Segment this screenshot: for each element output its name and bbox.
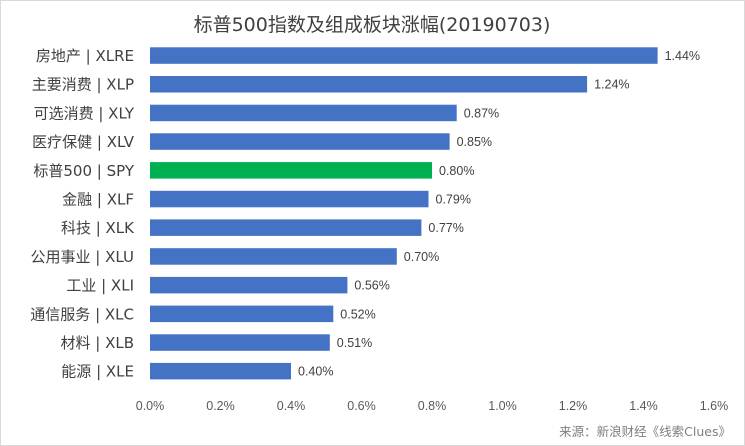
value-label: 0.87% [464,106,499,120]
x-tick-label: 0.8% [418,399,447,413]
bar [150,362,291,380]
x-tick-label: 0.4% [277,399,306,413]
bar [150,104,457,122]
x-tick-label: 0.0% [136,399,165,413]
value-label: 0.80% [439,164,474,178]
bar [150,334,330,351]
x-tick-label: 1.0% [488,399,517,413]
chart-title: 标普500指数及组成板块涨幅(20190703) [194,14,551,36]
value-labels: 1.44% 1.24% 0.87% 0.85% 0.80% 0.79% 0.77% 0.70%… [298,49,700,379]
category-label: 主要消费 | XLP [32,76,134,94]
category-label: 公用事业 | XLU [31,248,134,266]
value-label: 1.24% [594,78,629,92]
bar [150,47,658,64]
value-label: 0.70% [404,250,439,264]
x-tick-label: 1.4% [629,399,658,413]
value-label: 0.79% [436,193,471,207]
value-label: 0.85% [457,135,492,149]
category-label: 科技 | XLK [61,219,135,237]
bar [150,248,397,265]
value-label: 0.51% [337,336,372,350]
x-tick-label: 0.2% [206,399,235,413]
category-label: 标普500 | SPY [33,162,134,180]
x-tick-label: 0.6% [347,399,376,413]
category-label: 通信服务 | XLC [30,305,134,323]
value-label: 0.56% [354,279,389,293]
bar [150,133,450,150]
value-label: 0.52% [340,307,375,321]
bar [150,219,422,236]
value-label: 0.40% [298,365,333,379]
category-label: 医疗保健 | XLV [32,133,135,151]
bar [150,305,334,323]
bar [150,276,348,294]
category-labels: 房地产 | XLRE 主要消费 | XLP 可选消费 | XLY 医疗保健 | XLV… [30,47,135,381]
bars-layer [150,47,658,380]
bar [150,76,588,93]
x-axis-ticks: 0.0% 0.2% 0.4% 0.6% 0.8% 1.0% 1.2% 1.4% 1.6% [136,399,729,413]
bar [150,162,432,179]
x-tick-label: 1.2% [559,399,588,413]
x-tick-label: 1.6% [700,399,729,413]
category-label: 房地产 | XLRE [36,47,134,65]
category-label: 金融 | XLF [62,191,134,209]
category-label: 可选消费 | XLY [34,104,135,122]
source-note: 来源：新浪财经《线索Clues》 [559,424,731,439]
value-label: 1.44% [665,49,700,63]
category-label: 材料 | XLB [60,334,134,352]
category-label: 能源 | XLE [61,363,134,381]
category-label: 工业 | XLI [66,277,134,295]
value-label: 0.77% [428,221,463,235]
bar [150,190,429,208]
